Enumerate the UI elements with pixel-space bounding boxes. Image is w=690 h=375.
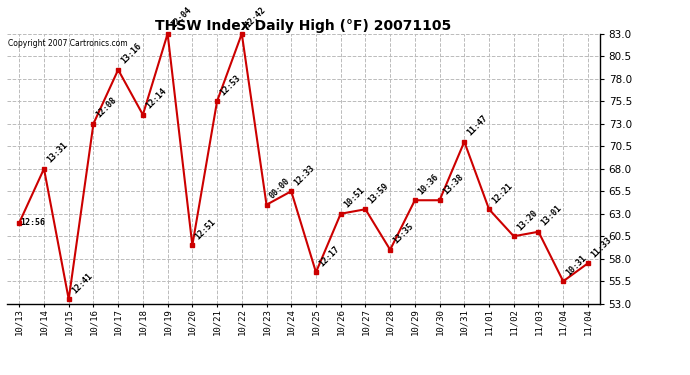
Text: 12:14: 12:14 (144, 87, 168, 111)
Text: 13:35: 13:35 (391, 222, 415, 246)
Text: 13:31: 13:31 (46, 141, 69, 165)
Text: 10:51: 10:51 (342, 186, 366, 210)
Text: 00:00: 00:00 (268, 177, 292, 201)
Text: 12:41: 12:41 (70, 271, 94, 295)
Text: 13:16: 13:16 (119, 42, 144, 66)
Text: 11:47: 11:47 (466, 114, 490, 138)
Text: 11:33: 11:33 (589, 235, 613, 259)
Title: THSW Index Daily High (°F) 20071105: THSW Index Daily High (°F) 20071105 (155, 19, 452, 33)
Text: 13:01: 13:01 (540, 204, 564, 228)
Text: 10:36: 10:36 (416, 172, 440, 196)
Text: 12:56: 12:56 (21, 218, 46, 227)
Text: 12:42: 12:42 (243, 6, 267, 30)
Text: 10:31: 10:31 (564, 253, 589, 277)
Text: 12:17: 12:17 (317, 244, 342, 268)
Text: 12:51: 12:51 (194, 217, 217, 241)
Text: 13:38: 13:38 (441, 172, 465, 196)
Text: 13:20: 13:20 (515, 208, 539, 232)
Text: 12:33: 12:33 (293, 163, 317, 187)
Text: 12:04: 12:04 (169, 6, 193, 30)
Text: 12:08: 12:08 (95, 96, 119, 120)
Text: Copyright 2007 Cartronics.com: Copyright 2007 Cartronics.com (8, 39, 128, 48)
Text: 12:53: 12:53 (218, 73, 242, 97)
Text: 13:59: 13:59 (366, 181, 391, 205)
Text: 12:21: 12:21 (491, 181, 514, 205)
